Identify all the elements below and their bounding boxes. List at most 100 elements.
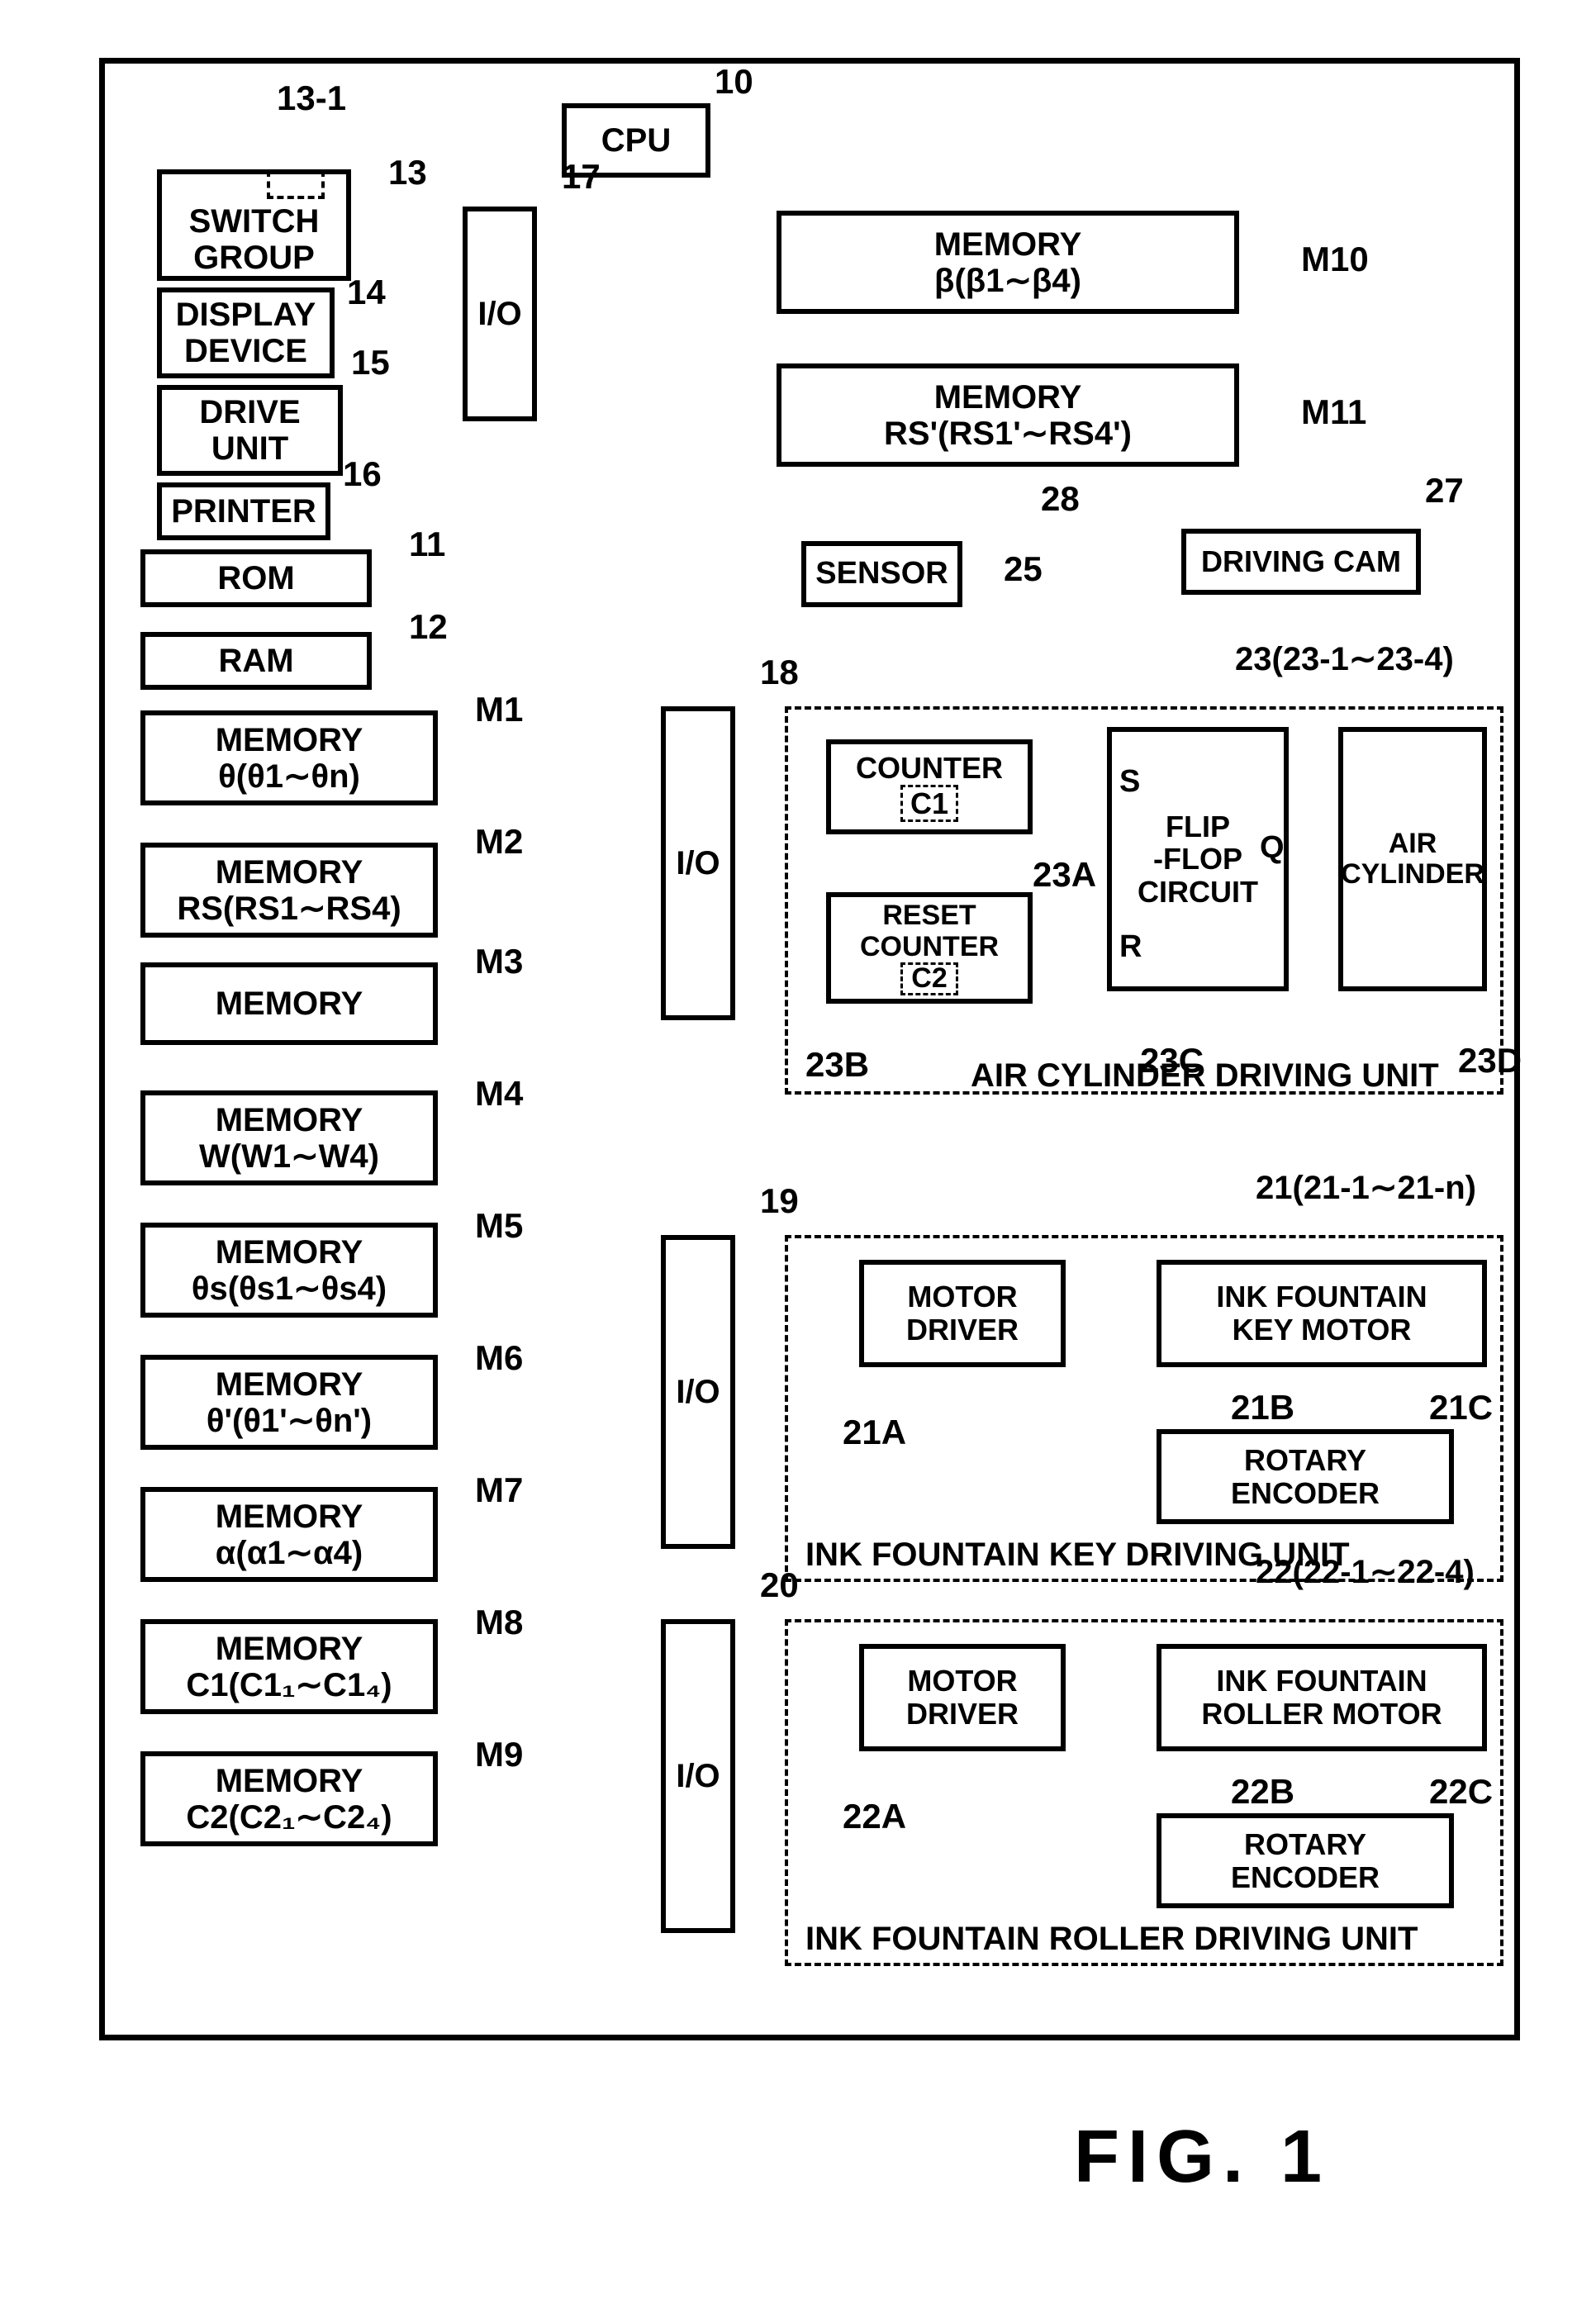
counter-box: COUNTER C1 — [826, 739, 1033, 834]
io17-box: I/O — [463, 207, 537, 421]
mem-m4-l2: W(W1∼W4) — [199, 1138, 379, 1175]
mem-m3-l1: MEMORY — [216, 986, 363, 1022]
rom-text: ROM — [217, 560, 294, 596]
roller-md-l2: DRIVER — [906, 1698, 1019, 1731]
display-ref: 14 — [347, 273, 386, 312]
mem-m7-l1: MEMORY — [216, 1499, 363, 1535]
key-md-l2: DRIVER — [906, 1313, 1019, 1347]
air-unit-group-ref: 23(23-1∼23-4) — [1235, 640, 1454, 678]
roller-motor-driver-box: MOTOR DRIVER — [859, 1644, 1066, 1751]
printer-text: PRINTER — [171, 493, 316, 530]
air-unit-label: AIR CYLINDER DRIVING UNIT — [971, 1057, 1439, 1095]
counter-l1: COUNTER — [856, 752, 1003, 785]
roller-unit-group-ref: 22(22-1∼22-4) — [1256, 1553, 1475, 1591]
mem-m1-l1: MEMORY — [216, 722, 363, 758]
io17-text: I/O — [477, 296, 521, 333]
air-cylinder-box: AIR CYLINDER — [1338, 727, 1487, 991]
mem-m5-l1: MEMORY — [216, 1234, 363, 1271]
flipflop-ref: 23C — [1140, 1041, 1204, 1081]
mem-m7-ref: M7 — [475, 1470, 523, 1510]
mem-m5-box: MEMORY θs(θs1∼θs4) — [140, 1223, 438, 1318]
mem-m11-l2: RS'(RS1'∼RS4') — [884, 416, 1132, 452]
io18-text: I/O — [676, 845, 720, 882]
air-cylinder-ref: 23D — [1458, 1041, 1522, 1081]
key-enc-l1: ROTARY — [1244, 1444, 1366, 1477]
roller-motor-ref: 22B — [1231, 1772, 1294, 1812]
mem-m2-box: MEMORY RS(RS1∼RS4) — [140, 843, 438, 938]
mem-m5-l2: θs(θs1∼θs4) — [192, 1271, 387, 1307]
io18-ref: 18 — [760, 653, 799, 692]
counter-ref: 23A — [1033, 855, 1096, 895]
switch-line2: GROUP — [193, 240, 315, 276]
roller-encoder-box: ROTARY ENCODER — [1157, 1813, 1454, 1908]
key-motor-l2: KEY MOTOR — [1233, 1313, 1412, 1347]
key-md-l1: MOTOR — [907, 1280, 1017, 1313]
key-motor-l1: INK FOUNTAIN — [1216, 1280, 1427, 1313]
reset-counter-l2: COUNTER — [860, 932, 999, 962]
drive-line1: DRIVE — [199, 394, 300, 430]
drive-line2: UNIT — [211, 430, 288, 467]
mem-m2-ref: M2 — [475, 822, 523, 862]
mem-m5-ref: M5 — [475, 1206, 523, 1246]
mem-m1-l2: θ(θ1∼θn) — [218, 758, 360, 795]
sensor-text: SENSOR — [815, 557, 948, 591]
mem-m9-ref: M9 — [475, 1735, 523, 1774]
switch-group-box: SWITCH GROUP — [157, 169, 351, 281]
reset-counter-box: RESET COUNTER C2 — [826, 892, 1033, 1004]
air-cyl-l1: AIR — [1389, 829, 1437, 859]
mem-m8-ref: M8 — [475, 1603, 523, 1642]
mem-m9-box: MEMORY C2(C2₁∼C2₄) — [140, 1751, 438, 1846]
mem-m2-l1: MEMORY — [216, 854, 363, 891]
mem-m11-ref: M11 — [1301, 392, 1366, 432]
mem-m8-box: MEMORY C1(C1₁∼C1₄) — [140, 1619, 438, 1714]
display-device-box: DISPLAY DEVICE — [157, 287, 335, 378]
display-line2: DEVICE — [184, 333, 307, 369]
mem-m8-l2: C1(C1₁∼C1₄) — [186, 1667, 392, 1703]
key-md-ref: 21A — [843, 1413, 906, 1452]
rom-box: ROM — [140, 549, 372, 607]
key-unit-group-ref: 21(21-1∼21-n) — [1256, 1169, 1476, 1207]
flipflop-q: Q — [1260, 830, 1285, 866]
drive-unit-box: DRIVE UNIT — [157, 385, 343, 476]
mem-m6-ref: M6 — [475, 1338, 523, 1378]
switch-inner-dash — [267, 170, 325, 199]
flipflop-r: R — [1119, 929, 1142, 965]
sensor-lead-ref: 28 — [1041, 479, 1080, 519]
io19-ref: 19 — [760, 1181, 799, 1221]
mem-m10-ref: M10 — [1301, 240, 1369, 279]
key-motor-box: INK FOUNTAIN KEY MOTOR — [1157, 1260, 1487, 1367]
flipflop-s: S — [1119, 764, 1140, 800]
mem-m1-box: MEMORY θ(θ1∼θn) — [140, 710, 438, 805]
ram-ref: 12 — [409, 607, 448, 647]
mem-m3-box: MEMORY — [140, 962, 438, 1045]
roller-motor-box: INK FOUNTAIN ROLLER MOTOR — [1157, 1644, 1487, 1751]
mem-m11-l1: MEMORY — [934, 379, 1082, 416]
roller-unit-label: INK FOUNTAIN ROLLER DRIVING UNIT — [805, 1921, 1418, 1958]
sensor-ref: 25 — [1004, 549, 1043, 589]
flipflop-l2: -FLOP — [1153, 843, 1242, 876]
cpu-text: CPU — [601, 122, 671, 159]
mem-m6-l1: MEMORY — [216, 1366, 363, 1403]
mem-m4-box: MEMORY W(W1∼W4) — [140, 1090, 438, 1185]
io17-ref: 17 — [562, 157, 601, 197]
mem-m6-l2: θ'(θ1'∼θn') — [207, 1403, 372, 1439]
printer-box: PRINTER — [157, 482, 330, 540]
roller-md-l1: MOTOR — [907, 1665, 1017, 1698]
key-motor-ref: 21B — [1231, 1388, 1294, 1427]
roller-motor-l1: INK FOUNTAIN — [1216, 1665, 1427, 1698]
air-cyl-l2: CYLINDER — [1341, 859, 1484, 890]
io19-text: I/O — [676, 1374, 720, 1411]
key-motor-driver-box: MOTOR DRIVER — [859, 1260, 1066, 1367]
roller-enc-ref: 22C — [1429, 1772, 1493, 1812]
key-enc-ref: 21C — [1429, 1388, 1493, 1427]
flipflop-l3: CIRCUIT — [1138, 876, 1258, 909]
flipflop-l1: FLIP — [1166, 810, 1230, 843]
sensor-box: SENSOR — [801, 541, 962, 607]
driving-cam-box: DRIVING CAM — [1181, 529, 1421, 595]
io20-text: I/O — [676, 1758, 720, 1795]
printer-ref: 16 — [343, 454, 382, 494]
mem-m2-l2: RS(RS1∼RS4) — [177, 891, 401, 927]
io18-box: I/O — [661, 706, 735, 1020]
counter-inner-text: C1 — [910, 787, 948, 820]
ram-text: RAM — [218, 643, 293, 679]
